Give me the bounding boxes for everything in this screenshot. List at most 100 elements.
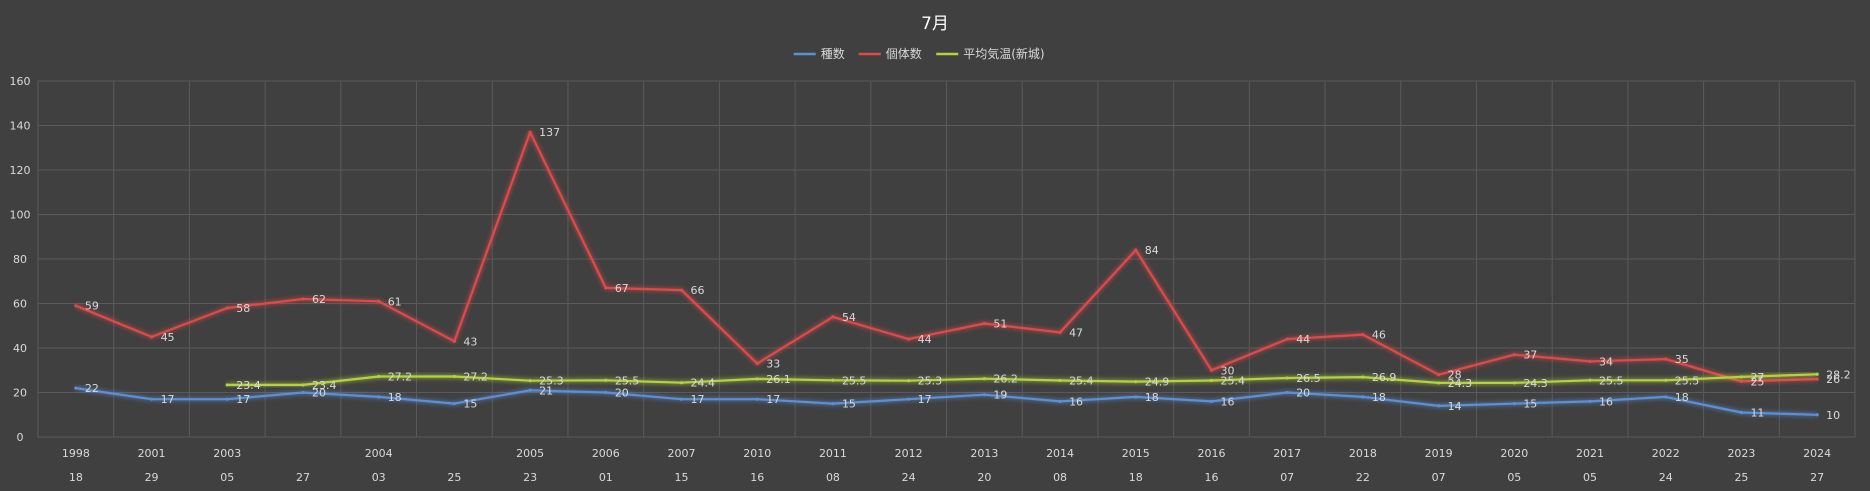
data-label: 66 — [691, 284, 705, 297]
x-tick-label-year: 2012 — [895, 447, 923, 460]
data-label: 25.5 — [1675, 374, 1700, 387]
data-point — [1664, 378, 1668, 382]
data-label: 24.3 — [1448, 377, 1473, 390]
data-point — [528, 379, 532, 383]
data-point — [755, 361, 759, 366]
x-tick-label-day: 01 — [599, 471, 613, 484]
data-label: 25.5 — [615, 374, 640, 387]
data-point — [907, 337, 911, 341]
x-tick-label-day: 25 — [1734, 471, 1748, 484]
x-tick-label-year: 2022 — [1652, 447, 1680, 460]
data-point — [1361, 375, 1365, 379]
data-label: 10 — [1826, 409, 1840, 422]
data-label: 16 — [1220, 395, 1234, 408]
data-label: 15 — [463, 398, 477, 411]
data-label: 18 — [1145, 391, 1159, 404]
x-tick-label-day: 24 — [902, 471, 916, 484]
data-point — [301, 297, 305, 301]
data-point — [907, 379, 911, 383]
data-point — [1437, 373, 1441, 377]
data-label: 15 — [842, 398, 856, 411]
data-label: 28.2 — [1826, 368, 1851, 381]
legend: 種数 個体数 平均気温(新城) — [793, 46, 1045, 61]
data-point — [831, 315, 835, 319]
data-label: 58 — [236, 302, 250, 315]
data-label: 67 — [615, 282, 629, 295]
legend-label: 個体数 — [886, 46, 922, 61]
data-point — [1588, 399, 1592, 403]
data-label: 23.4 — [236, 379, 260, 392]
x-tick-label-year: 2007 — [668, 447, 696, 460]
data-label: 26.1 — [766, 373, 791, 386]
data-point — [225, 397, 229, 401]
data-label: 15 — [1523, 398, 1537, 411]
series-line — [75, 387, 1818, 416]
data-point — [452, 374, 456, 379]
data-point — [1361, 395, 1365, 399]
data-label: 44 — [918, 333, 932, 346]
x-tick-label-year: 2011 — [819, 447, 847, 460]
data-label: 51 — [993, 318, 1007, 331]
data-label: 43 — [463, 335, 477, 348]
x-tick-label-day: 07 — [1280, 471, 1294, 484]
data-label: 59 — [85, 300, 99, 313]
data-label: 44 — [1296, 333, 1310, 346]
x-tick-label-year: 2005 — [516, 447, 544, 460]
data-label: 37 — [1523, 349, 1537, 362]
data-point — [301, 383, 305, 387]
data-point — [1285, 376, 1289, 380]
data-point — [1058, 330, 1062, 335]
data-point — [74, 386, 78, 390]
data-point — [1588, 359, 1592, 363]
data-label: 61 — [388, 295, 402, 308]
data-label: 28 — [1448, 369, 1462, 382]
data-label: 21 — [539, 384, 553, 397]
y-tick-label: 100 — [10, 209, 31, 222]
x-tick-label-year: 2017 — [1273, 447, 1301, 460]
data-label: 20 — [615, 387, 629, 400]
data-label: 19 — [993, 389, 1007, 402]
data-label: 27.2 — [388, 370, 413, 383]
x-tick-label-day: 22 — [1356, 471, 1370, 484]
y-tick-label: 20 — [13, 387, 27, 400]
data-label: 24.9 — [1145, 376, 1170, 389]
x-tick-label-year: 2020 — [1500, 447, 1528, 460]
x-tick-label-day: 05 — [1583, 471, 1597, 484]
x-tick-label-year: 2001 — [138, 447, 166, 460]
x-tick-label-day: 24 — [1659, 471, 1673, 484]
data-point — [1361, 333, 1365, 337]
data-point — [1588, 378, 1592, 382]
data-point — [528, 388, 532, 392]
data-label: 25 — [1750, 375, 1764, 388]
chart-title: 7月 — [921, 14, 949, 34]
series-line — [75, 131, 1818, 383]
data-point — [679, 397, 684, 401]
x-tick-label-day: 27 — [1810, 471, 1824, 484]
data-point — [1739, 375, 1744, 379]
y-tick-label: 120 — [10, 164, 31, 177]
data-label: 22 — [85, 382, 99, 395]
data-label: 17 — [236, 393, 250, 406]
data-point — [755, 397, 759, 401]
data-label: 25.5 — [842, 374, 867, 387]
x-tick-label-year: 2015 — [1122, 447, 1150, 460]
x-tick-label-day: 16 — [750, 471, 764, 484]
x-tick-label-day: 23 — [523, 471, 537, 484]
data-label: 30 — [1220, 364, 1234, 377]
series-group — [74, 130, 1819, 417]
data-label: 17 — [691, 393, 705, 406]
data-label: 137 — [539, 126, 560, 139]
data-point — [755, 377, 759, 381]
data-point — [1739, 379, 1744, 383]
data-point — [982, 321, 986, 326]
data-point — [377, 395, 381, 399]
data-point — [679, 288, 684, 292]
data-label: 46 — [1372, 329, 1386, 342]
x-tick-label-day: 25 — [447, 471, 461, 484]
data-label: 18 — [1372, 391, 1386, 404]
data-point — [1512, 402, 1516, 406]
data-point — [1437, 381, 1441, 385]
